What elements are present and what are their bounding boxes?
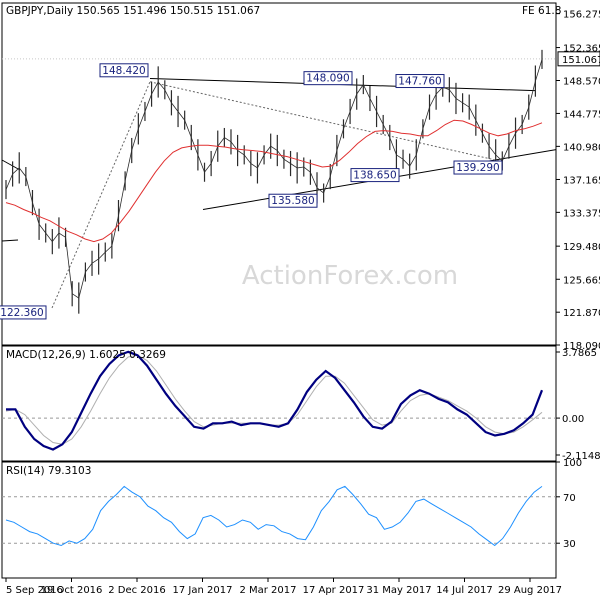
macd-y-tick-label: 3.7865 xyxy=(562,348,597,359)
price-annotation-label: 122.360 xyxy=(0,307,43,319)
price-y-tick-label: 129.480 xyxy=(563,242,600,253)
price-annotation-label: 138.650 xyxy=(353,170,396,182)
corner-label: FE 61.8 xyxy=(522,5,561,17)
x-tick-label: 14 Jul 2017 xyxy=(436,585,493,596)
current-price-label: 151.067 xyxy=(562,55,600,66)
price-annotation-label: 135.580 xyxy=(271,195,314,207)
price-annotation-box xyxy=(350,168,400,183)
x-tick-label: 5 Sep 2016 xyxy=(6,585,63,596)
price-annotation-box xyxy=(0,305,47,320)
price-y-tick-label: 140.980 xyxy=(563,142,600,153)
x-tick-label: 31 May 2017 xyxy=(366,585,431,596)
price-y-tick-label: 156.275 xyxy=(563,10,600,21)
macd-title: MACD(12,26,9) 1.6025 0.3269 xyxy=(6,349,166,361)
price-annotation-label: 148.420 xyxy=(102,65,145,77)
price-annotation-box xyxy=(99,63,149,78)
price-annotation-label: 139.290 xyxy=(456,162,499,174)
price-y-tick-label: 152.365 xyxy=(563,44,600,55)
price-annotation-box xyxy=(268,193,318,208)
x-tick-label: 17 Apr 2017 xyxy=(303,585,365,596)
price-annotation-box xyxy=(395,74,445,89)
current-price-tag xyxy=(557,51,600,67)
macd-line xyxy=(6,350,544,451)
price-y-tick-label: 144.775 xyxy=(563,109,600,120)
price-y-tick-label: 148.570 xyxy=(563,76,600,87)
price-annotation-label: 148.090 xyxy=(306,73,349,85)
x-tick-label: 2 Mar 2017 xyxy=(239,585,296,596)
x-tick-label: 2 Dec 2016 xyxy=(108,585,166,596)
rsi-line xyxy=(5,485,543,547)
macd-y-tick-label: 0.00 xyxy=(562,414,584,425)
macd-y-tick-label: -2.1148 xyxy=(562,451,600,462)
price-annotation-box xyxy=(453,160,503,175)
rsi-y-tick-label: 100 xyxy=(563,458,582,469)
x-tick-label: 17 Jan 2017 xyxy=(173,585,233,596)
price-title: GBPJPY,Daily 150.565 151.496 150.515 151… xyxy=(6,5,260,17)
rsi-title: RSI(14) 79.3103 xyxy=(6,465,91,477)
left-trend-line-upper xyxy=(1,159,21,171)
price-y-tick-label: 118.090 xyxy=(563,341,600,352)
x-tick-label: 29 Aug 2017 xyxy=(498,585,562,596)
x-tick-label: 19 Oct 2016 xyxy=(41,585,103,596)
moving-average-line xyxy=(5,119,543,243)
rsi-panel-frame xyxy=(1,461,557,579)
price-y-tick-label: 125.665 xyxy=(563,275,600,286)
price-y-tick-label: 133.375 xyxy=(563,208,600,219)
price-annotation-box xyxy=(303,71,353,86)
dotted-trend-line xyxy=(51,81,151,309)
price-y-tick-label: 137.165 xyxy=(563,175,600,186)
price-y-tick-label: 121.870 xyxy=(563,308,600,319)
rsi-y-tick-label: 30 xyxy=(563,539,576,550)
watermark: ActionForex.com xyxy=(242,261,458,291)
left-trend-line xyxy=(1,239,19,242)
price-annotation-label: 147.760 xyxy=(398,76,441,88)
price-series-line xyxy=(5,59,543,299)
rsi-y-tick-label: 70 xyxy=(563,493,576,504)
